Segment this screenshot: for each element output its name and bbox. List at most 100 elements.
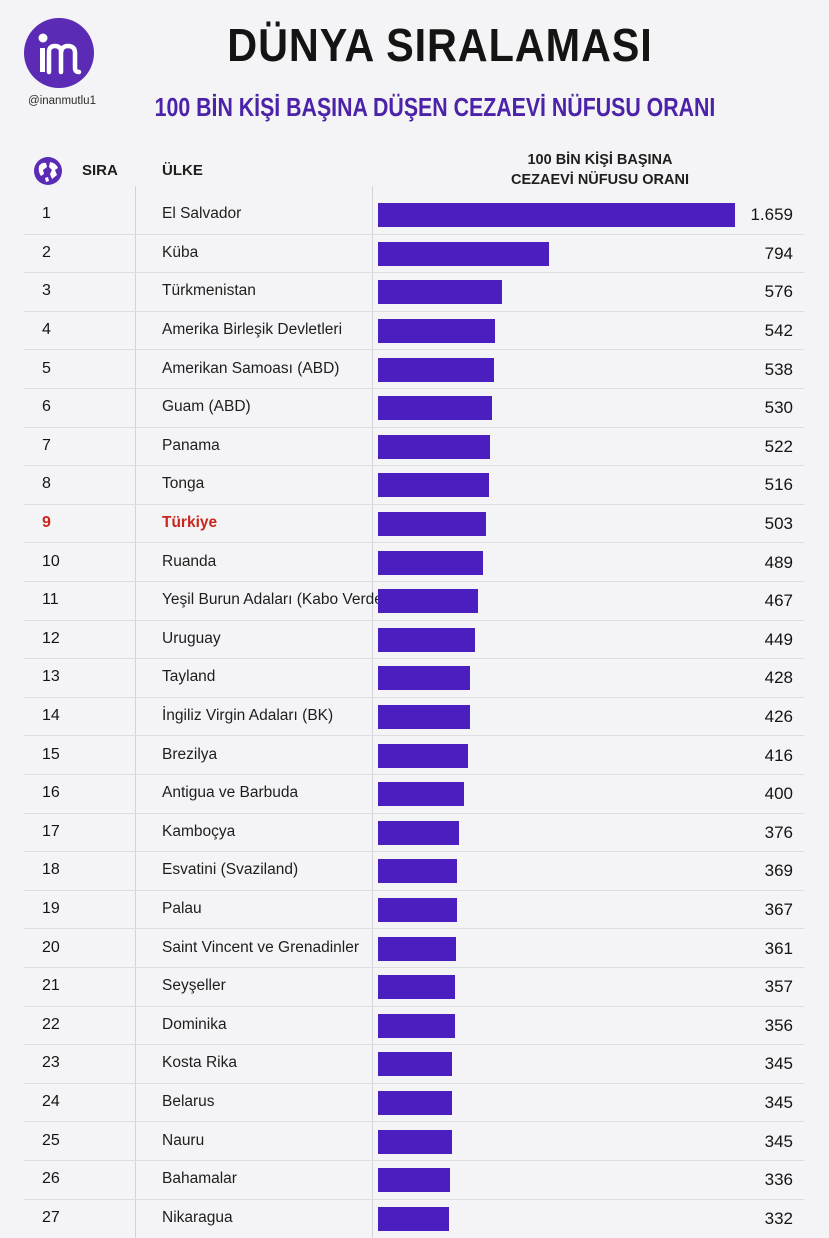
table-row: 16 Antigua ve Barbuda 400	[0, 775, 829, 814]
rank-label: 16	[42, 784, 60, 802]
value-label: 489	[764, 552, 793, 572]
country-label: Brezilya	[162, 745, 218, 763]
row-divider	[24, 1044, 804, 1046]
value-label: 449	[764, 629, 793, 649]
country-label: Belarus	[162, 1093, 215, 1111]
rank-label: 18	[42, 861, 60, 879]
country-label: Antigua ve Barbuda	[162, 784, 299, 802]
value-label: 542	[764, 321, 793, 341]
rank-label: 11	[42, 591, 59, 609]
country-label: Tayland	[162, 668, 216, 686]
table-row: 11 Yeşil Burun Adaları (Kabo Verde) 467	[0, 582, 829, 621]
value-label: 794	[764, 243, 793, 263]
bar	[378, 473, 489, 498]
country-label: Yeşil Burun Adaları (Kabo Verde)	[162, 591, 389, 609]
country-label: İngiliz Virgin Adaları (BK)	[162, 707, 334, 725]
rank-label: 1	[42, 205, 51, 223]
rank-column-header: SIRA	[82, 162, 118, 179]
row-divider	[24, 503, 804, 505]
table-row: 21 Seyşeller 357	[0, 968, 829, 1007]
rank-label: 14	[42, 707, 60, 725]
value-label: 426	[764, 707, 793, 727]
table-row: 26 Bahamalar 336	[0, 1161, 829, 1200]
row-divider	[24, 1121, 804, 1123]
country-label: Guam (ABD)	[162, 398, 251, 416]
value-label: 538	[764, 359, 793, 379]
rank-label: 27	[42, 1208, 60, 1226]
row-divider	[24, 387, 804, 389]
value-column-header: 100 BİN KİŞİ BAŞINA CEZAEVİ NÜFUSU ORANI	[450, 150, 750, 190]
row-divider	[24, 619, 804, 621]
rank-label: 2	[42, 243, 51, 261]
rank-label: 12	[42, 629, 60, 647]
table-row: 10 Ruanda 489	[0, 543, 829, 582]
table-row: 9 Türkiye 503	[0, 505, 829, 544]
bar	[378, 319, 495, 344]
bar	[378, 898, 457, 923]
rank-label: 25	[42, 1131, 60, 1149]
row-divider	[24, 966, 804, 968]
country-label: Türkmenistan	[162, 282, 256, 300]
row-divider	[24, 889, 804, 891]
table-row: 15 Brezilya 416	[0, 736, 829, 775]
row-divider	[24, 465, 804, 467]
rank-label: 23	[42, 1054, 60, 1072]
country-label: Tonga	[162, 475, 205, 493]
ranking-table: 1 El Salvador 1.659 2 Küba 794 3 Türkmenistan 57…	[0, 186, 829, 1238]
rank-label: 22	[42, 1015, 60, 1033]
table-row: 12 Uruguay 449	[0, 621, 829, 660]
table-row: 2 Küba 794	[0, 235, 829, 274]
rank-label: 7	[42, 436, 51, 454]
bar	[378, 550, 483, 575]
value-label: 336	[764, 1170, 793, 1190]
row-divider	[24, 349, 804, 351]
bar	[378, 589, 478, 614]
rank-label: 5	[42, 359, 51, 377]
country-column-header: ÜLKE	[162, 162, 203, 179]
value-label: 1.659	[750, 205, 793, 225]
table-row: 25 Nauru 345	[0, 1122, 829, 1161]
country-label: Bahamalar	[162, 1170, 237, 1188]
row-divider	[24, 696, 804, 698]
rank-label: 15	[42, 745, 60, 763]
row-divider	[24, 1082, 804, 1084]
rank-label: 17	[42, 822, 60, 840]
table-row: 6 Guam (ABD) 530	[0, 389, 829, 428]
value-label: 516	[764, 475, 793, 495]
country-label: Esvatini (Svaziland)	[162, 861, 299, 879]
value-label: 416	[764, 745, 793, 765]
value-label: 369	[764, 861, 793, 881]
value-label: 467	[764, 591, 793, 611]
bar	[378, 627, 475, 652]
row-divider	[24, 272, 804, 274]
row-divider	[24, 928, 804, 930]
table-row: 22 Dominika 356	[0, 1007, 829, 1046]
table-row: 14 İngiliz Virgin Adaları (BK) 426	[0, 698, 829, 737]
country-label: Ruanda	[162, 552, 217, 570]
bar	[378, 357, 494, 382]
country-label: Türkiye	[162, 514, 218, 532]
bar	[378, 820, 459, 845]
row-divider	[24, 1198, 804, 1200]
value-label: 367	[764, 900, 793, 920]
rank-label: 19	[42, 900, 60, 918]
value-label: 428	[764, 668, 793, 688]
table-row: 20 Saint Vincent ve Grenadinler 361	[0, 929, 829, 968]
country-label: Uruguay	[162, 629, 221, 647]
country-label: Nauru	[162, 1131, 205, 1149]
bar	[378, 396, 492, 421]
row-divider	[24, 773, 804, 775]
value-label: 357	[764, 977, 793, 997]
row-divider	[24, 851, 804, 853]
bar	[378, 203, 735, 228]
bar	[378, 1168, 450, 1193]
rank-label: 21	[42, 977, 60, 995]
row-divider	[24, 735, 804, 737]
value-label: 345	[764, 1054, 793, 1074]
country-label: Nikaragua	[162, 1208, 233, 1226]
country-label: Amerika Birleşik Devletleri	[162, 321, 343, 339]
table-row: 8 Tonga 516	[0, 466, 829, 505]
rank-label: 4	[42, 321, 51, 339]
globe-icon	[33, 156, 63, 191]
value-label: 400	[764, 784, 793, 804]
